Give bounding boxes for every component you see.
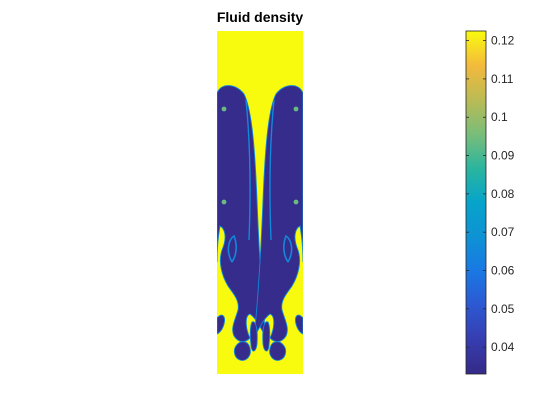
interface-streak-right <box>269 99 275 241</box>
density-dot-lower-left <box>221 199 227 205</box>
interface-streak-left <box>245 99 251 241</box>
colorbar: 0.04 0.05 0.06 0.07 0.08 0.09 0.1 0.11 0.12 <box>465 30 515 375</box>
light-region-right <box>253 85 303 343</box>
interface-curl-left <box>227 234 237 263</box>
colorbar-tick-label: 0.07 <box>491 225 515 239</box>
colorbar-tick-label: 0.11 <box>491 72 514 86</box>
colorbar-tick-label: 0.04 <box>491 340 515 354</box>
light-pocket-center-left <box>249 321 258 352</box>
light-pocket-right <box>295 314 303 335</box>
density-dot-lower-right <box>293 199 299 205</box>
colorbar-tick-label: 0.12 <box>491 34 515 48</box>
colorbar-ticks: 0.04 0.05 0.06 0.07 0.08 0.09 0.1 0.11 0.12 <box>466 34 515 354</box>
density-field <box>217 31 303 374</box>
density-dot-upper-left <box>221 106 227 112</box>
colorbar-tick-label: 0.09 <box>491 149 515 163</box>
density-dot-upper-right <box>293 106 299 112</box>
colorbar-tick-label: 0.06 <box>491 264 515 278</box>
chart-title: Fluid density <box>216 9 304 25</box>
colorbar-tick-label: 0.05 <box>491 302 515 316</box>
light-pocket-center-right <box>262 321 271 352</box>
light-pocket-mid-right <box>269 341 287 361</box>
colorbar-tick-label: 0.1 <box>491 110 508 124</box>
interface-curl-right <box>283 234 293 263</box>
light-region-left <box>217 85 267 343</box>
colorbar-tick-label: 0.08 <box>491 187 515 201</box>
colorbar-gradient <box>465 30 487 375</box>
light-pocket-left <box>217 314 225 335</box>
light-pocket-mid-left <box>233 341 251 361</box>
